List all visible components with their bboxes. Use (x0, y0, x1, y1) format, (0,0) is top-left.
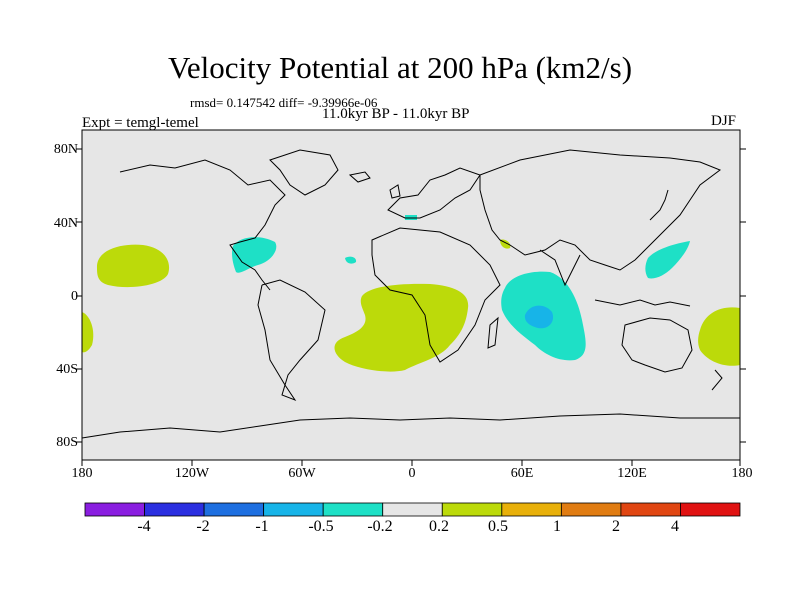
y-tick-label: 40S (56, 362, 78, 377)
y-tick-label: 80S (56, 435, 78, 450)
coast-new-zealand (711, 369, 723, 391)
coast-india (539, 249, 581, 287)
coast-australia (621, 317, 693, 373)
y-tick-label: 40N (53, 216, 78, 231)
coast-africa (371, 227, 501, 363)
colorbar-swatch (144, 502, 205, 517)
stats-text: rmsd= 0.147542 diff= -9.39966e-06 (190, 95, 378, 110)
coast-greenland (269, 149, 339, 196)
neg-region-west-pacific (645, 241, 690, 279)
x-tick-label: 60E (510, 466, 534, 481)
colorbar-label: 2 (612, 518, 620, 535)
coast-madagascar (487, 316, 499, 349)
pos-region-west-pacific (698, 307, 740, 366)
colorbar-label: -4 (137, 518, 151, 535)
positive-anomaly-regions (82, 239, 740, 372)
coast-south-america (257, 279, 326, 402)
colorbar-label: -2 (196, 518, 210, 535)
colorbar (84, 502, 741, 517)
pos-region-central-pacific (96, 244, 170, 288)
x-tick-label: 180 (731, 466, 753, 481)
colorbar-label: -0.2 (367, 518, 393, 535)
season-label: DJF (711, 113, 737, 129)
axis-ticks (76, 148, 746, 466)
pos-region-atlantic-africa (334, 283, 469, 372)
colorbar-swatch (203, 502, 265, 517)
map-title: Velocity Potential at 200 hPa (km2/s) (167, 50, 633, 85)
x-tick-label: 120E (617, 466, 647, 481)
pos-region-east-pacific-edge (82, 312, 94, 353)
colorbar-label: -0.5 (308, 518, 334, 535)
colorbar-swatch (501, 502, 562, 517)
neg-region-caribbean (232, 237, 277, 273)
coast-iceland (348, 171, 371, 183)
x-tick-label: 0 (408, 466, 416, 481)
colorbar-label: 0.5 (488, 518, 508, 535)
colorbar-swatch (560, 502, 622, 517)
x-tick-label: 180 (71, 466, 93, 481)
colorbar-swatch (382, 502, 443, 517)
y-tick-label: 0 (71, 289, 78, 304)
x-tick-label: 60W (288, 466, 316, 481)
colorbar-swatch (84, 502, 145, 517)
map-frame (81, 129, 741, 461)
x-tick-label: 120W (174, 466, 210, 481)
y-tick-label: 80N (53, 142, 78, 157)
coast-uk (389, 184, 401, 199)
coast-indonesia (594, 299, 691, 307)
colorbar-swatch (680, 502, 741, 517)
colorbar-label: -1 (255, 518, 269, 535)
coastlines (81, 149, 740, 439)
colorbar-swatch (263, 502, 324, 517)
strong-negative-core (524, 305, 554, 329)
colorbar-swatch (322, 502, 384, 517)
coast-japan (649, 189, 669, 221)
colorbar-swatch (441, 502, 503, 517)
coast-antarctica (81, 413, 740, 439)
colorbar-label: 4 (671, 518, 679, 535)
period-text: 11.0kyr BP - 11.0kyr BP (322, 106, 470, 122)
experiment-label: Expt = temgl-temel (82, 115, 199, 131)
coast-north-america (119, 159, 286, 291)
coast-asia (479, 149, 722, 271)
neg-region-atlantic-small (345, 256, 357, 264)
colorbar-label: 0.2 (429, 518, 449, 535)
colorbar-label: 1 (553, 518, 561, 535)
colorbar-swatch (620, 502, 681, 517)
